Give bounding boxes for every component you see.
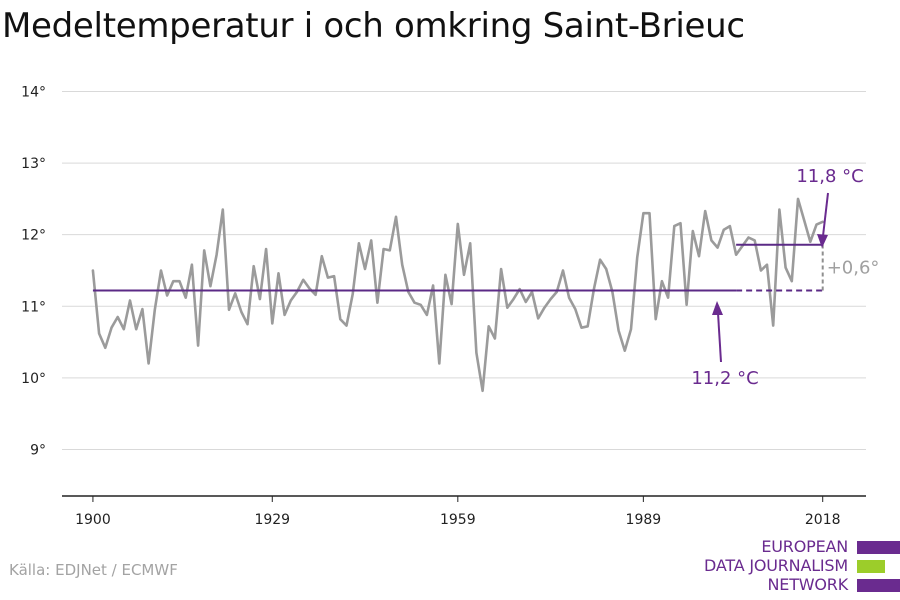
y-tick-label-14: 14°	[21, 84, 46, 100]
logo-line-european: EUROPEAN	[761, 537, 848, 556]
baseline-mean-label: 11,2 °C	[691, 368, 758, 389]
logo-bar-purple-bottom	[857, 579, 900, 592]
logo-line-network: NETWORK	[767, 575, 849, 594]
series-layer	[91, 197, 825, 393]
baseline-mean-arrow-shaft	[717, 312, 722, 363]
y-tick-label-11: 11°	[21, 299, 46, 315]
x-tick-label-1900: 1900	[75, 512, 111, 528]
x-tick-label-1929: 1929	[254, 512, 290, 528]
x-tick-label-2018: 2018	[805, 512, 841, 528]
y-tick-label-13: 13°	[21, 156, 46, 172]
annotations: +0,6° 11,8 °C 11,2 °C	[691, 166, 879, 389]
recent-mean-label: 11,8 °C	[796, 166, 863, 187]
recent-mean-arrow-head	[817, 234, 828, 248]
x-axis-ticks: 1900 1929 1959 1989 2018	[75, 496, 841, 528]
x-tick-label-1989: 1989	[626, 512, 662, 528]
y-axis-ticks: 9° 10° 11° 12° 13° 14°	[21, 84, 46, 458]
logo-bar-green	[857, 560, 885, 573]
y-tick-label-9: 9°	[30, 442, 46, 458]
series-line-0	[91, 197, 825, 393]
logo-line-data-journalism: DATA JOURNALISM	[704, 556, 848, 575]
recent-mean-arrow-shaft	[822, 192, 829, 237]
edjnet-logo: EUROPEAN DATA JOURNALISM NETWORK	[700, 537, 900, 597]
source-note: Källa: EDJNet / ECMWF	[9, 561, 178, 579]
chart-title: Medeltemperatur i och omkring Saint-Brie…	[2, 6, 745, 46]
baseline-mean-arrow-head	[712, 301, 723, 315]
difference-label: +0,6°	[827, 258, 880, 279]
y-tick-label-10: 10°	[21, 371, 46, 387]
y-tick-label-12: 12°	[21, 228, 46, 244]
reference-lines	[92, 243, 824, 292]
logo-bar-purple-top	[857, 541, 900, 554]
x-tick-label-1959: 1959	[440, 512, 476, 528]
